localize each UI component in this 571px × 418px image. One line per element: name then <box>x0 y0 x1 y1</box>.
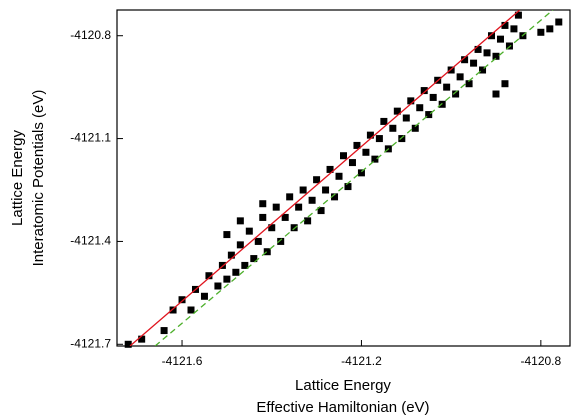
point <box>326 165 334 173</box>
point <box>281 213 289 221</box>
point <box>313 176 321 184</box>
x-axis-label: Effective Hamiltonian (eV) <box>256 399 429 416</box>
point <box>501 80 509 88</box>
point <box>443 83 451 91</box>
point <box>263 248 271 256</box>
point <box>340 152 347 160</box>
point <box>429 93 437 101</box>
point <box>317 207 325 215</box>
point <box>375 135 383 143</box>
x-tick-label: -4120.8 <box>520 354 561 368</box>
point <box>160 327 168 335</box>
point <box>295 203 303 211</box>
point <box>227 251 235 259</box>
point <box>496 35 504 43</box>
point <box>124 340 132 348</box>
point <box>492 52 500 60</box>
point <box>483 49 491 57</box>
point <box>488 32 496 40</box>
point <box>223 275 231 283</box>
point <box>492 90 500 98</box>
point <box>362 148 370 156</box>
point <box>353 141 361 149</box>
point <box>178 296 186 304</box>
point <box>169 306 177 314</box>
point <box>187 306 195 314</box>
point <box>407 97 415 105</box>
point <box>555 18 563 26</box>
point <box>537 28 545 36</box>
point <box>420 87 428 95</box>
point <box>268 224 276 232</box>
y-tick-label: -4121.1 <box>70 131 111 145</box>
fit-line <box>129 10 521 346</box>
point <box>398 135 406 143</box>
y-tick-label: -4120.8 <box>70 28 111 42</box>
point <box>389 124 397 132</box>
point <box>241 261 249 269</box>
point <box>456 73 464 81</box>
point <box>259 213 267 221</box>
point <box>200 292 208 300</box>
y-tick-label: -4121.4 <box>70 234 111 248</box>
point <box>474 45 482 53</box>
point <box>223 231 231 239</box>
x-axis-label: Lattice Energy <box>295 377 391 394</box>
point <box>218 261 226 269</box>
point <box>416 104 424 112</box>
point <box>250 255 258 263</box>
point <box>461 56 469 64</box>
point <box>546 25 554 33</box>
point <box>254 237 262 245</box>
point <box>510 25 518 33</box>
point <box>402 114 410 122</box>
point <box>366 131 374 139</box>
point <box>452 90 460 98</box>
point <box>205 272 213 280</box>
point <box>411 124 419 132</box>
point <box>465 80 473 88</box>
point <box>470 59 478 67</box>
point <box>501 21 509 29</box>
point <box>290 224 298 232</box>
point <box>344 183 352 191</box>
point <box>299 186 307 194</box>
point <box>479 66 487 74</box>
point <box>335 172 343 180</box>
point <box>214 282 222 290</box>
plot-frame <box>116 9 571 347</box>
y-axis-label: Interatomic Potentials (eV) <box>30 90 47 267</box>
point <box>393 107 401 115</box>
point <box>514 11 522 19</box>
x-tick-label: -4121.6 <box>162 354 203 368</box>
point <box>286 193 294 201</box>
point <box>138 335 146 343</box>
point <box>331 193 339 201</box>
point <box>236 241 244 249</box>
point <box>272 203 280 211</box>
point <box>357 169 365 177</box>
fit-line <box>154 10 554 346</box>
point <box>348 159 356 167</box>
point <box>322 186 330 194</box>
point <box>425 111 433 119</box>
point <box>380 117 388 125</box>
point <box>245 227 253 235</box>
point <box>259 200 267 208</box>
point <box>371 155 379 163</box>
y-axis-label: Lattice Energy <box>9 130 26 226</box>
point <box>232 268 240 276</box>
point <box>308 196 316 204</box>
point <box>277 237 285 245</box>
point <box>236 217 244 225</box>
point <box>304 217 312 225</box>
y-tick-label: -4121.7 <box>70 336 111 350</box>
x-tick-label: -4121.2 <box>341 354 382 368</box>
